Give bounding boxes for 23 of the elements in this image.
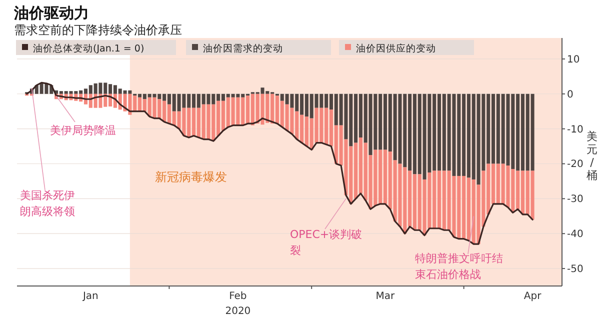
y-tick-label: -50	[567, 264, 584, 276]
chart-subtitle: 需求空前的下降持续令油价承压	[14, 23, 182, 37]
chart-title: 油价驱动力	[13, 4, 89, 22]
legend-label: 油价因供应的变动	[356, 42, 436, 54]
y-tick-label: -40	[567, 229, 584, 240]
y-tick-label: 0	[567, 89, 574, 100]
annotation: OPEC+谈判破裂	[290, 228, 362, 257]
x-tick-label: Jan	[82, 291, 98, 302]
annotation: 美国杀死伊朗高级将领	[20, 189, 75, 218]
y-tick-label: -10	[567, 124, 584, 136]
x-tick-label: Mar	[376, 291, 396, 302]
y-axis-title: 美元/桶	[586, 130, 598, 182]
x-axis-title: 2020	[225, 306, 251, 317]
x-tick-label: Feb	[229, 291, 247, 302]
x-tick-label: Apr	[524, 291, 542, 302]
y-tick-label: -30	[567, 194, 584, 206]
annotation: 美伊局势降温	[50, 124, 116, 137]
annotation: 特朗普推文呼吁结束石油价格战	[415, 252, 503, 281]
band-label: 新冠病毒爆发	[154, 170, 227, 184]
legend-label: 油价因需求的变动	[203, 42, 283, 54]
y-tick-label: -20	[567, 159, 584, 170]
y-tick-label: 10	[567, 54, 580, 66]
legend-label: 油价总体变动(Jan.1 = 0)	[33, 42, 144, 54]
